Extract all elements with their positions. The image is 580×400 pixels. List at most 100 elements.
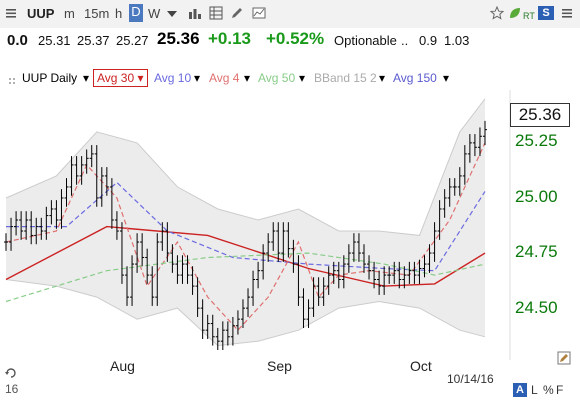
interval-minute[interactable]: m (64, 6, 75, 21)
symbol-label[interactable]: UUP (27, 6, 55, 21)
price-bar (422, 255, 427, 278)
price-bar (195, 277, 200, 317)
legend-chevron-icon[interactable]: ▾ (83, 71, 90, 85)
price-bar (210, 314, 215, 346)
quote-percent: +0.52% (266, 29, 325, 48)
legend-chevron-icon[interactable]: ▾ (244, 71, 251, 85)
legend-avg-30[interactable]: Avg 30 ▾ (93, 69, 148, 87)
price-bar (109, 178, 114, 229)
dropdown-icon[interactable] (165, 6, 179, 20)
star-icon[interactable] (489, 5, 505, 20)
ma-line-avg-10 (6, 181, 486, 272)
price-bar (402, 266, 407, 289)
optionable-label: Optionable (334, 33, 397, 48)
s-badge[interactable]: S (538, 6, 554, 20)
price-bar (94, 145, 99, 207)
last-price-box: 25.36 (510, 103, 570, 127)
price-bar (230, 316, 235, 346)
legend-avg-4[interactable]: Avg 4 (209, 71, 240, 85)
price-bar (235, 310, 240, 335)
quote-open: 25.31 (38, 33, 71, 48)
pencil-icon[interactable] (230, 6, 244, 20)
a-badge[interactable]: A (513, 383, 527, 397)
price-bar (291, 239, 296, 273)
menu-dropdown-icon[interactable] (560, 6, 574, 20)
price-bar (447, 178, 452, 207)
interval-weekly[interactable]: W (148, 6, 161, 21)
price-bar (4, 233, 8, 251)
y-tick-label: 25.00 (515, 187, 558, 206)
ma-line-avg-50 (5, 252, 486, 303)
price-bar (266, 233, 271, 262)
legend-chevron-icon[interactable]: ▾ (443, 71, 450, 85)
chart-image-icon[interactable] (252, 6, 266, 20)
price-bar (89, 145, 94, 168)
price-bar (281, 222, 286, 262)
legend-bband[interactable]: BBand 15 2 (314, 71, 377, 85)
quote-high: 25.37 (77, 33, 110, 48)
price-bar (361, 244, 366, 273)
log-scale-toggle[interactable]: L (531, 383, 538, 397)
price-bar (392, 261, 397, 284)
price-bar (180, 255, 185, 284)
price-bar (140, 233, 145, 267)
price-bar (9, 217, 14, 251)
price-bar (467, 134, 472, 163)
legend-uup-daily[interactable]: UUP Daily (22, 71, 78, 85)
legend-chevron-icon[interactable]: ▾ (299, 71, 306, 85)
interval-hour[interactable]: h (115, 6, 123, 21)
price-bar (316, 277, 321, 306)
percent-scale-toggle[interactable]: % (543, 383, 554, 397)
price-chart[interactable] (0, 90, 580, 360)
price-bar (462, 145, 467, 185)
x-tick-label: Sep (267, 358, 292, 374)
price-bar (437, 200, 442, 240)
fit-toggle[interactable]: F (556, 383, 564, 397)
interval-15m[interactable]: 15m (84, 6, 110, 21)
price-bar (276, 222, 281, 262)
price-bar (84, 149, 89, 174)
price-bar (79, 156, 84, 185)
legend-avg-50[interactable]: Avg 50 (258, 71, 296, 85)
legend-avg-10[interactable]: Avg 10 (154, 71, 192, 85)
legend-chevron-icon[interactable]: ▾ (194, 71, 201, 85)
price-bar (346, 244, 351, 273)
price-bar (69, 156, 74, 196)
price-bar (477, 127, 482, 157)
draw-icon[interactable] (557, 351, 571, 365)
price-bar (296, 255, 301, 306)
price-bar (397, 261, 402, 289)
price-bar (165, 222, 170, 262)
indicator-legend: UUP Daily ▾ Avg 30 ▾ Avg 10 ▾ Avg 4 ▾ Av… (0, 68, 580, 90)
menu-icon[interactable] (4, 6, 18, 20)
quote-dots: .. (401, 33, 409, 48)
refresh-icon[interactable] (4, 366, 18, 380)
price-bar (432, 222, 437, 262)
price-bar (483, 120, 487, 146)
price-bar (356, 233, 361, 262)
price-bar (472, 134, 477, 157)
price-bar (417, 259, 422, 284)
price-bar (407, 261, 412, 284)
settings-grid-icon[interactable] (209, 6, 223, 20)
bar-chart-icon[interactable] (188, 6, 202, 20)
price-bar (64, 178, 69, 207)
legend-chevron-icon[interactable]: ▾ (379, 71, 386, 85)
leaf-icon[interactable] (508, 6, 522, 20)
price-bar (190, 266, 195, 295)
legend-avg-30-label: Avg 30 (97, 71, 135, 85)
bollinger-band-lower (5, 279, 486, 347)
legend-avg-150[interactable]: Avg 150 (393, 71, 437, 85)
price-bar (200, 299, 205, 339)
price-bar (170, 244, 175, 273)
price-bar (114, 211, 119, 240)
price-bar (39, 217, 44, 240)
price-bar (59, 189, 64, 229)
price-bar (251, 270, 256, 306)
quote-bar: 0.0 25.31 25.37 25.27 25.36 +0.13 +0.52%… (0, 28, 580, 54)
price-bar (321, 277, 326, 306)
price-bar (135, 233, 140, 273)
interval-daily[interactable]: D (129, 4, 143, 22)
price-bar (44, 206, 49, 240)
price-bar (220, 321, 225, 350)
